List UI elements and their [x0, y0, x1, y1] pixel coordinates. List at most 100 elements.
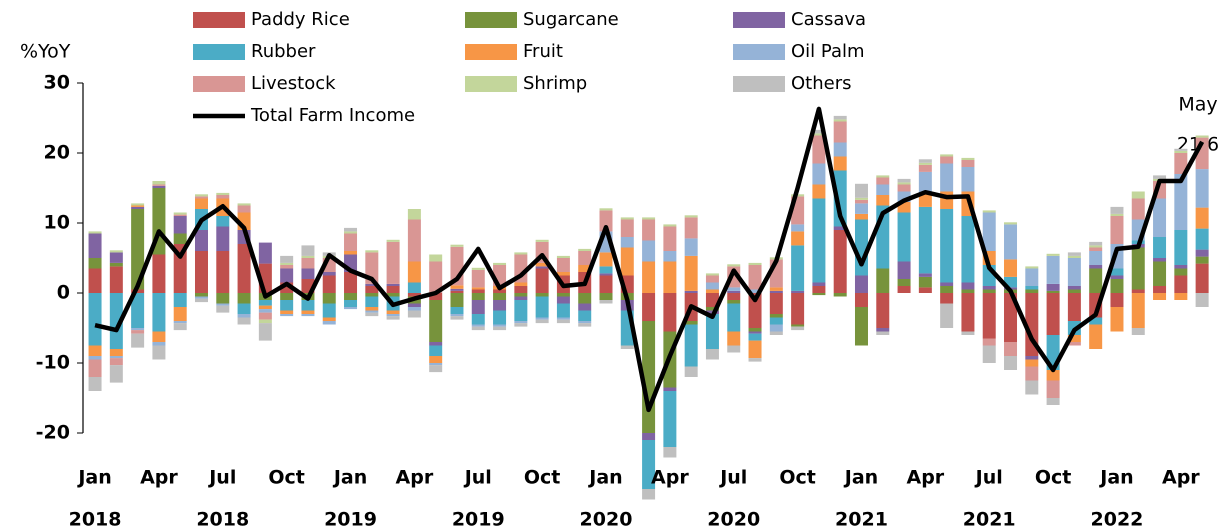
x-tick-label: Oct — [268, 467, 305, 489]
bar-segment — [684, 217, 698, 239]
bar-segment — [854, 197, 868, 200]
bar-segment — [918, 206, 932, 274]
bar-segment — [258, 305, 272, 310]
bar-segment — [1174, 150, 1188, 153]
bar-segment — [173, 307, 187, 321]
bar-segment — [173, 214, 187, 216]
bar-segment — [705, 273, 719, 276]
bar-segment — [322, 317, 336, 321]
bar-segment — [344, 231, 358, 234]
bar-segment — [727, 290, 741, 293]
bar-segment — [578, 323, 592, 327]
bar-segment — [940, 286, 954, 293]
bar-segment — [173, 233, 187, 244]
bar-segment — [1004, 276, 1018, 288]
bar-segment — [88, 356, 102, 360]
bar-segment — [1089, 251, 1103, 265]
bar-segment — [1004, 224, 1018, 260]
bar-segment — [407, 303, 421, 307]
bar-segment — [1046, 290, 1060, 293]
bar-segment — [982, 286, 996, 290]
bar-segment — [791, 324, 805, 327]
bar-segment — [109, 356, 123, 359]
bar-segment — [216, 192, 230, 195]
bar-segment — [599, 275, 613, 293]
bar-segment — [705, 307, 719, 311]
bar-segment — [748, 289, 762, 293]
bar-segment — [748, 333, 762, 341]
bar-segment — [705, 275, 719, 283]
bar-segment — [556, 293, 570, 297]
bar-segment — [386, 293, 400, 297]
bar-segment — [854, 219, 868, 276]
bar-segment — [429, 342, 443, 346]
bar-segment — [876, 328, 890, 332]
bar-segment — [1067, 258, 1081, 286]
bar-segment — [535, 296, 549, 318]
bar-segment — [514, 252, 528, 255]
bar-segment — [833, 119, 847, 122]
bar-segment — [194, 296, 208, 299]
bar-segment — [1153, 237, 1167, 258]
bar-segment — [1089, 268, 1103, 293]
bar-segment — [940, 163, 954, 192]
bar-segment — [791, 293, 805, 325]
bar-segment — [663, 226, 677, 251]
bar-segment — [429, 363, 443, 366]
bar-segment — [280, 265, 294, 269]
bar-segment — [194, 196, 208, 199]
bar-segment — [791, 224, 805, 232]
bar-segment — [663, 447, 677, 458]
bar-segment — [1046, 293, 1060, 335]
bar-segment — [131, 330, 145, 334]
bar-segment — [109, 349, 123, 356]
bar-segment — [1025, 380, 1039, 395]
bar-segment — [386, 283, 400, 286]
bar-segment — [152, 342, 166, 346]
bar-segment — [684, 321, 698, 325]
bar-segment — [1025, 366, 1039, 381]
legend-label: Total Farm Income — [250, 105, 415, 126]
bar-segment — [620, 345, 634, 349]
bar-segment — [237, 303, 251, 314]
x-year-label: 2022 — [1091, 509, 1144, 531]
x-tick-label: Jan — [76, 467, 111, 489]
x-tick-label: Jul — [207, 467, 236, 489]
bar-segment — [514, 300, 528, 321]
bar-segment — [301, 255, 315, 258]
bar-segment — [280, 262, 294, 265]
bar-segment — [620, 237, 634, 248]
bar-segment — [109, 250, 123, 253]
bar-segment — [429, 365, 443, 373]
bar-segment — [514, 323, 528, 327]
bar-segment — [812, 282, 826, 286]
bar-segment — [152, 293, 166, 332]
bar-segment — [940, 282, 954, 286]
x-tick-label: Apr — [1162, 467, 1200, 489]
bar-segment — [748, 328, 762, 332]
bar-segment — [897, 184, 911, 192]
bar-segment — [663, 293, 677, 332]
bar-segment — [386, 316, 400, 320]
bar-segment — [1153, 286, 1167, 293]
y-tick-label: 10 — [44, 212, 70, 234]
bar-segment — [982, 210, 996, 213]
x-year-label: 2020 — [707, 509, 760, 531]
x-tick-label: Jan — [587, 467, 622, 489]
bar-segment — [876, 184, 890, 195]
bar-segment — [599, 210, 613, 232]
bar-segment — [833, 121, 847, 143]
bar-segment — [1004, 222, 1018, 225]
bar-segment — [705, 349, 719, 360]
bar-segment — [365, 286, 379, 293]
bar-segment — [727, 345, 741, 353]
bar-segment — [1025, 286, 1039, 290]
bar-segment — [578, 248, 592, 251]
bar-segment — [1067, 289, 1081, 293]
bar-segment — [322, 303, 336, 318]
bar-segment — [961, 293, 975, 332]
legend-swatch — [193, 76, 245, 92]
bar-segment — [1131, 191, 1145, 199]
x-tick-label: Apr — [651, 467, 689, 489]
bar-segment — [1089, 245, 1103, 248]
